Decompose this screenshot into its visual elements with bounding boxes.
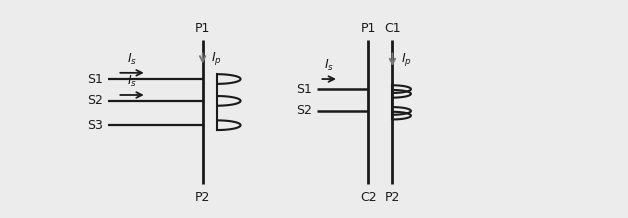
Text: $I_s$: $I_s$ (127, 74, 137, 89)
Text: $I_s$: $I_s$ (324, 58, 334, 73)
Text: P1: P1 (195, 22, 210, 34)
Text: C1: C1 (384, 22, 401, 34)
Text: S1: S1 (87, 73, 103, 85)
Text: $I_s$: $I_s$ (127, 52, 137, 67)
Text: P2: P2 (195, 191, 210, 204)
Text: $I_p$: $I_p$ (401, 51, 412, 68)
Text: S3: S3 (87, 119, 103, 132)
Text: S2: S2 (87, 94, 103, 107)
Text: $I_p$: $I_p$ (212, 50, 222, 67)
Text: S2: S2 (296, 104, 312, 118)
Text: C2: C2 (360, 191, 376, 204)
Text: S1: S1 (296, 83, 312, 96)
Text: P2: P2 (385, 191, 400, 204)
Text: P1: P1 (360, 22, 376, 34)
